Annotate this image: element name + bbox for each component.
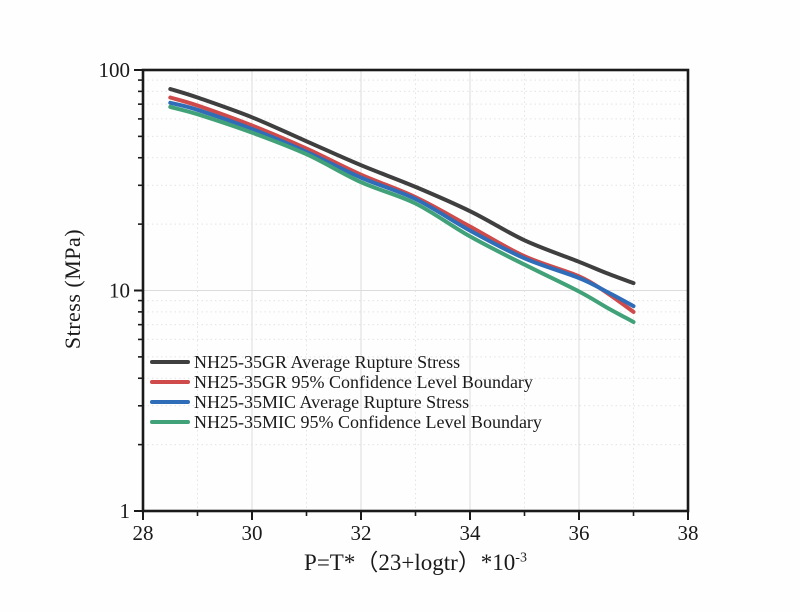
legend-item-3: NH25-35MIC 95% Confidence Level Boundary — [150, 412, 542, 432]
x-tick-label: 28 — [133, 521, 154, 545]
legend-label: NH25-35MIC Average Rupture Stress — [194, 391, 470, 412]
x-tick-label: 38 — [678, 521, 699, 545]
series-line-3 — [168, 104, 636, 324]
x-axis-title-exponent: -3 — [515, 550, 527, 566]
x-axis-title: P=T*（23+logtr）*10-3 — [143, 543, 688, 577]
y-axis-title: Stress (MPa) — [60, 228, 85, 350]
x-tick-label: 36 — [569, 521, 590, 545]
series-line-0 — [168, 87, 636, 286]
x-tick-label: 34 — [460, 521, 482, 545]
legend-line-swatch — [150, 420, 190, 424]
legend-item-1: NH25-35GR 95% Confidence Level Boundary — [150, 372, 542, 392]
y-tick-label: 10 — [109, 279, 130, 303]
y-tick-label: 1 — [120, 499, 131, 523]
legend-item-2: NH25-35MIC Average Rupture Stress — [150, 392, 542, 412]
legend-label: NH25-35MIC 95% Confidence Level Boundary — [194, 411, 542, 432]
x-tick-label: 32 — [351, 521, 372, 545]
legend-label: NH25-35GR 95% Confidence Level Boundary — [194, 371, 533, 392]
legend-line-swatch — [150, 380, 190, 384]
legend-label: NH25-35GR Average Rupture Stress — [194, 351, 461, 372]
legend-line-swatch — [150, 400, 190, 404]
legend-line-swatch — [150, 360, 190, 364]
x-axis-title-text: P=T*（23+logtr）*10 — [304, 550, 516, 575]
legend-item-0: NH25-35GR Average Rupture Stress — [150, 352, 542, 372]
x-tick-label: 30 — [242, 521, 263, 545]
legend: NH25-35GR Average Rupture Stress NH25-35G… — [150, 352, 542, 432]
y-tick-label: 100 — [99, 58, 131, 82]
series-line-2 — [168, 100, 636, 309]
